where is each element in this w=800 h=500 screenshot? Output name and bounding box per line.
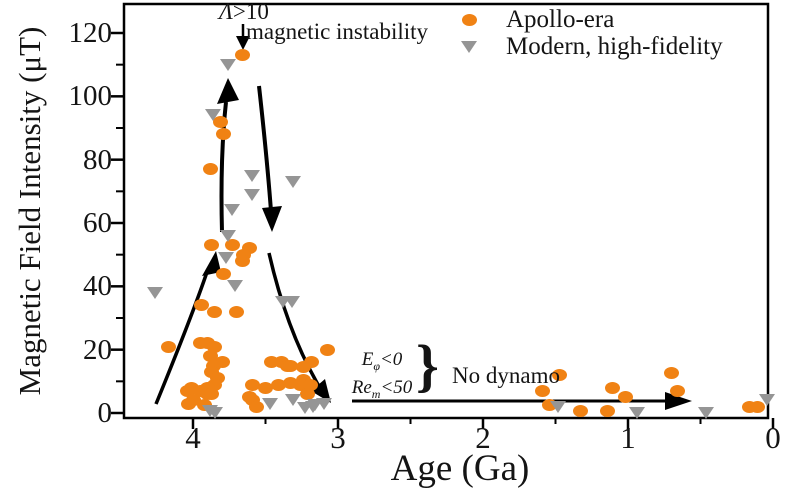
data-point-circle <box>617 391 633 404</box>
lambda-threshold: >10 <box>232 0 269 24</box>
data-point-triangle-down <box>283 296 300 309</box>
data-point-circle <box>194 299 210 312</box>
no-dynamo-label: No dynamo <box>452 363 560 388</box>
data-point-circle <box>271 378 287 391</box>
data-point-circle <box>202 163 218 176</box>
data-point-triangle-down <box>147 286 164 299</box>
data-point-triangle-down <box>628 407 645 419</box>
data-point-circle <box>552 369 568 381</box>
data-point-circle <box>302 378 318 391</box>
lambda-symbol: Λ <box>219 0 233 24</box>
data-point-triangle-down <box>285 175 302 188</box>
legend-label: Apollo-era <box>506 6 615 33</box>
data-point-circle <box>215 128 231 141</box>
data-point-circle <box>534 384 550 397</box>
data-point-triangle-down <box>205 109 222 122</box>
x-tick-label: 3 <box>330 420 346 455</box>
data-point-circle <box>572 405 588 418</box>
data-point-triangle-down <box>218 251 235 264</box>
data-point-circle <box>234 255 250 267</box>
data-point-circle <box>160 340 176 353</box>
data-point-triangle-down <box>698 407 715 419</box>
curly-brace-icon: } <box>416 333 439 398</box>
data-point-triangle-down <box>224 204 241 217</box>
legend-label: Modern, high-fidelity <box>506 33 723 60</box>
data-point-circle <box>600 405 616 418</box>
data-point-circle <box>258 381 273 394</box>
data-point-circle <box>664 367 679 380</box>
data-point-circle <box>604 381 620 394</box>
data-point-circle <box>234 49 250 62</box>
data-point-triangle-down <box>315 397 332 410</box>
data-point-circle <box>282 359 298 372</box>
condition-line-2: Rem<50 <box>351 376 413 401</box>
data-point-triangle-down <box>550 400 567 413</box>
data-point-triangle-down <box>244 169 261 182</box>
x-axis-title: Age (Ga) <box>390 448 530 489</box>
y-tick-label: 120 <box>68 17 113 49</box>
data-point-circle <box>207 305 223 318</box>
data-point-circle <box>181 397 197 410</box>
data-point-circle <box>320 343 336 356</box>
y-tick-label: 100 <box>68 80 113 113</box>
data-point-triangle-down <box>261 397 278 410</box>
data-point-circle <box>300 388 316 400</box>
data-point-circle <box>207 340 223 353</box>
lambda-condition-label: Λ>10 <box>219 0 269 24</box>
triangle-down-marker-icon <box>460 40 478 53</box>
x-tick-label: 4 <box>185 420 201 455</box>
circle-marker-icon <box>460 13 478 26</box>
legend-item-apollo-era: Apollo-era <box>460 6 614 33</box>
x-tick-label: 0 <box>765 420 781 455</box>
data-point-triangle-down <box>206 407 223 419</box>
magnetic-instability-label: magnetic instability <box>246 19 429 44</box>
data-point-circle <box>204 239 220 252</box>
data-point-triangle-down <box>227 280 244 293</box>
data-point-triangle-down <box>244 188 261 201</box>
y-tick-label: 40 <box>83 270 112 303</box>
data-point-circle <box>304 356 320 369</box>
data-point-triangle-down <box>759 394 776 407</box>
data-point-circle <box>224 239 240 252</box>
condition-line-1: Eφ<0 <box>361 349 403 373</box>
data-point-triangle-down <box>219 58 236 71</box>
data-point-triangle-down <box>219 229 236 242</box>
legend-item-modern: Modern, high-fidelity <box>460 33 723 60</box>
y-tick-label: 0 <box>97 397 113 429</box>
x-tick-label: 2 <box>475 420 491 455</box>
data-point-circle <box>179 384 195 397</box>
data-point-circle <box>202 350 218 362</box>
data-point-circle <box>249 400 265 413</box>
data-point-circle <box>669 384 685 397</box>
data-point-circle <box>215 267 231 280</box>
x-tick-label: 1 <box>620 420 636 455</box>
data-point-circle <box>229 305 244 318</box>
y-tick-label: 60 <box>83 207 112 239</box>
y-tick-label: 20 <box>83 333 112 366</box>
data-point-circle <box>244 378 260 391</box>
no-dynamo-conditions: Eφ<0 Rem<50 <box>330 349 434 405</box>
data-point-circle <box>204 388 220 400</box>
y-tick-label: 80 <box>83 143 112 176</box>
